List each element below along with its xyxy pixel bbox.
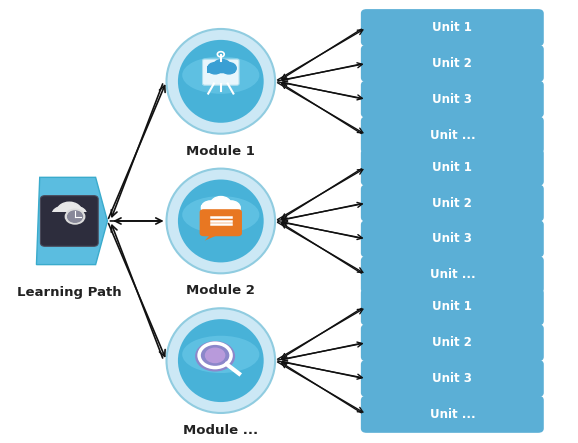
Circle shape xyxy=(57,202,82,222)
FancyBboxPatch shape xyxy=(202,59,239,85)
Text: Unit 3: Unit 3 xyxy=(432,93,472,106)
FancyBboxPatch shape xyxy=(49,212,90,223)
Text: Unit ...: Unit ... xyxy=(429,408,475,421)
Circle shape xyxy=(50,211,65,222)
FancyBboxPatch shape xyxy=(40,196,98,246)
Text: Module 1: Module 1 xyxy=(186,144,255,158)
Ellipse shape xyxy=(178,319,264,402)
FancyBboxPatch shape xyxy=(199,209,242,236)
Circle shape xyxy=(68,211,83,222)
Text: Unit 2: Unit 2 xyxy=(432,197,472,210)
Text: Unit 3: Unit 3 xyxy=(432,233,472,245)
Ellipse shape xyxy=(182,336,260,373)
Circle shape xyxy=(52,206,73,222)
Circle shape xyxy=(65,209,85,224)
FancyBboxPatch shape xyxy=(201,205,240,213)
FancyBboxPatch shape xyxy=(361,396,544,433)
FancyBboxPatch shape xyxy=(361,81,544,118)
Circle shape xyxy=(213,59,231,73)
Text: Module 2: Module 2 xyxy=(186,284,255,297)
Text: Unit 1: Unit 1 xyxy=(432,21,472,34)
Ellipse shape xyxy=(178,40,264,123)
Ellipse shape xyxy=(182,56,260,94)
Circle shape xyxy=(201,201,220,215)
Text: Unit ...: Unit ... xyxy=(429,128,475,141)
FancyBboxPatch shape xyxy=(361,117,544,154)
Ellipse shape xyxy=(166,169,275,273)
FancyBboxPatch shape xyxy=(361,185,544,222)
Circle shape xyxy=(66,206,87,222)
Ellipse shape xyxy=(166,308,275,413)
Ellipse shape xyxy=(182,196,260,233)
Text: Unit 1: Unit 1 xyxy=(432,300,472,314)
FancyBboxPatch shape xyxy=(361,9,544,46)
Ellipse shape xyxy=(178,179,264,262)
Text: Unit 1: Unit 1 xyxy=(432,161,472,174)
Circle shape xyxy=(73,211,88,222)
Circle shape xyxy=(208,62,223,74)
Circle shape xyxy=(221,62,236,74)
FancyBboxPatch shape xyxy=(207,66,235,74)
Polygon shape xyxy=(36,177,108,264)
Text: Module ...: Module ... xyxy=(183,424,258,437)
FancyBboxPatch shape xyxy=(361,220,544,257)
FancyBboxPatch shape xyxy=(361,360,544,397)
Polygon shape xyxy=(205,233,222,241)
Text: Unit 3: Unit 3 xyxy=(432,372,472,385)
Circle shape xyxy=(195,341,235,372)
FancyBboxPatch shape xyxy=(361,324,544,361)
Text: Learning Path: Learning Path xyxy=(17,287,121,299)
Circle shape xyxy=(222,201,240,215)
FancyBboxPatch shape xyxy=(361,149,544,186)
Text: Unit ...: Unit ... xyxy=(429,268,475,281)
Circle shape xyxy=(210,197,231,212)
FancyBboxPatch shape xyxy=(361,45,544,82)
Circle shape xyxy=(205,347,225,363)
Ellipse shape xyxy=(166,29,275,134)
Text: Unit 2: Unit 2 xyxy=(432,57,472,70)
FancyBboxPatch shape xyxy=(361,256,544,293)
Text: Unit 2: Unit 2 xyxy=(432,336,472,349)
FancyBboxPatch shape xyxy=(361,288,544,326)
